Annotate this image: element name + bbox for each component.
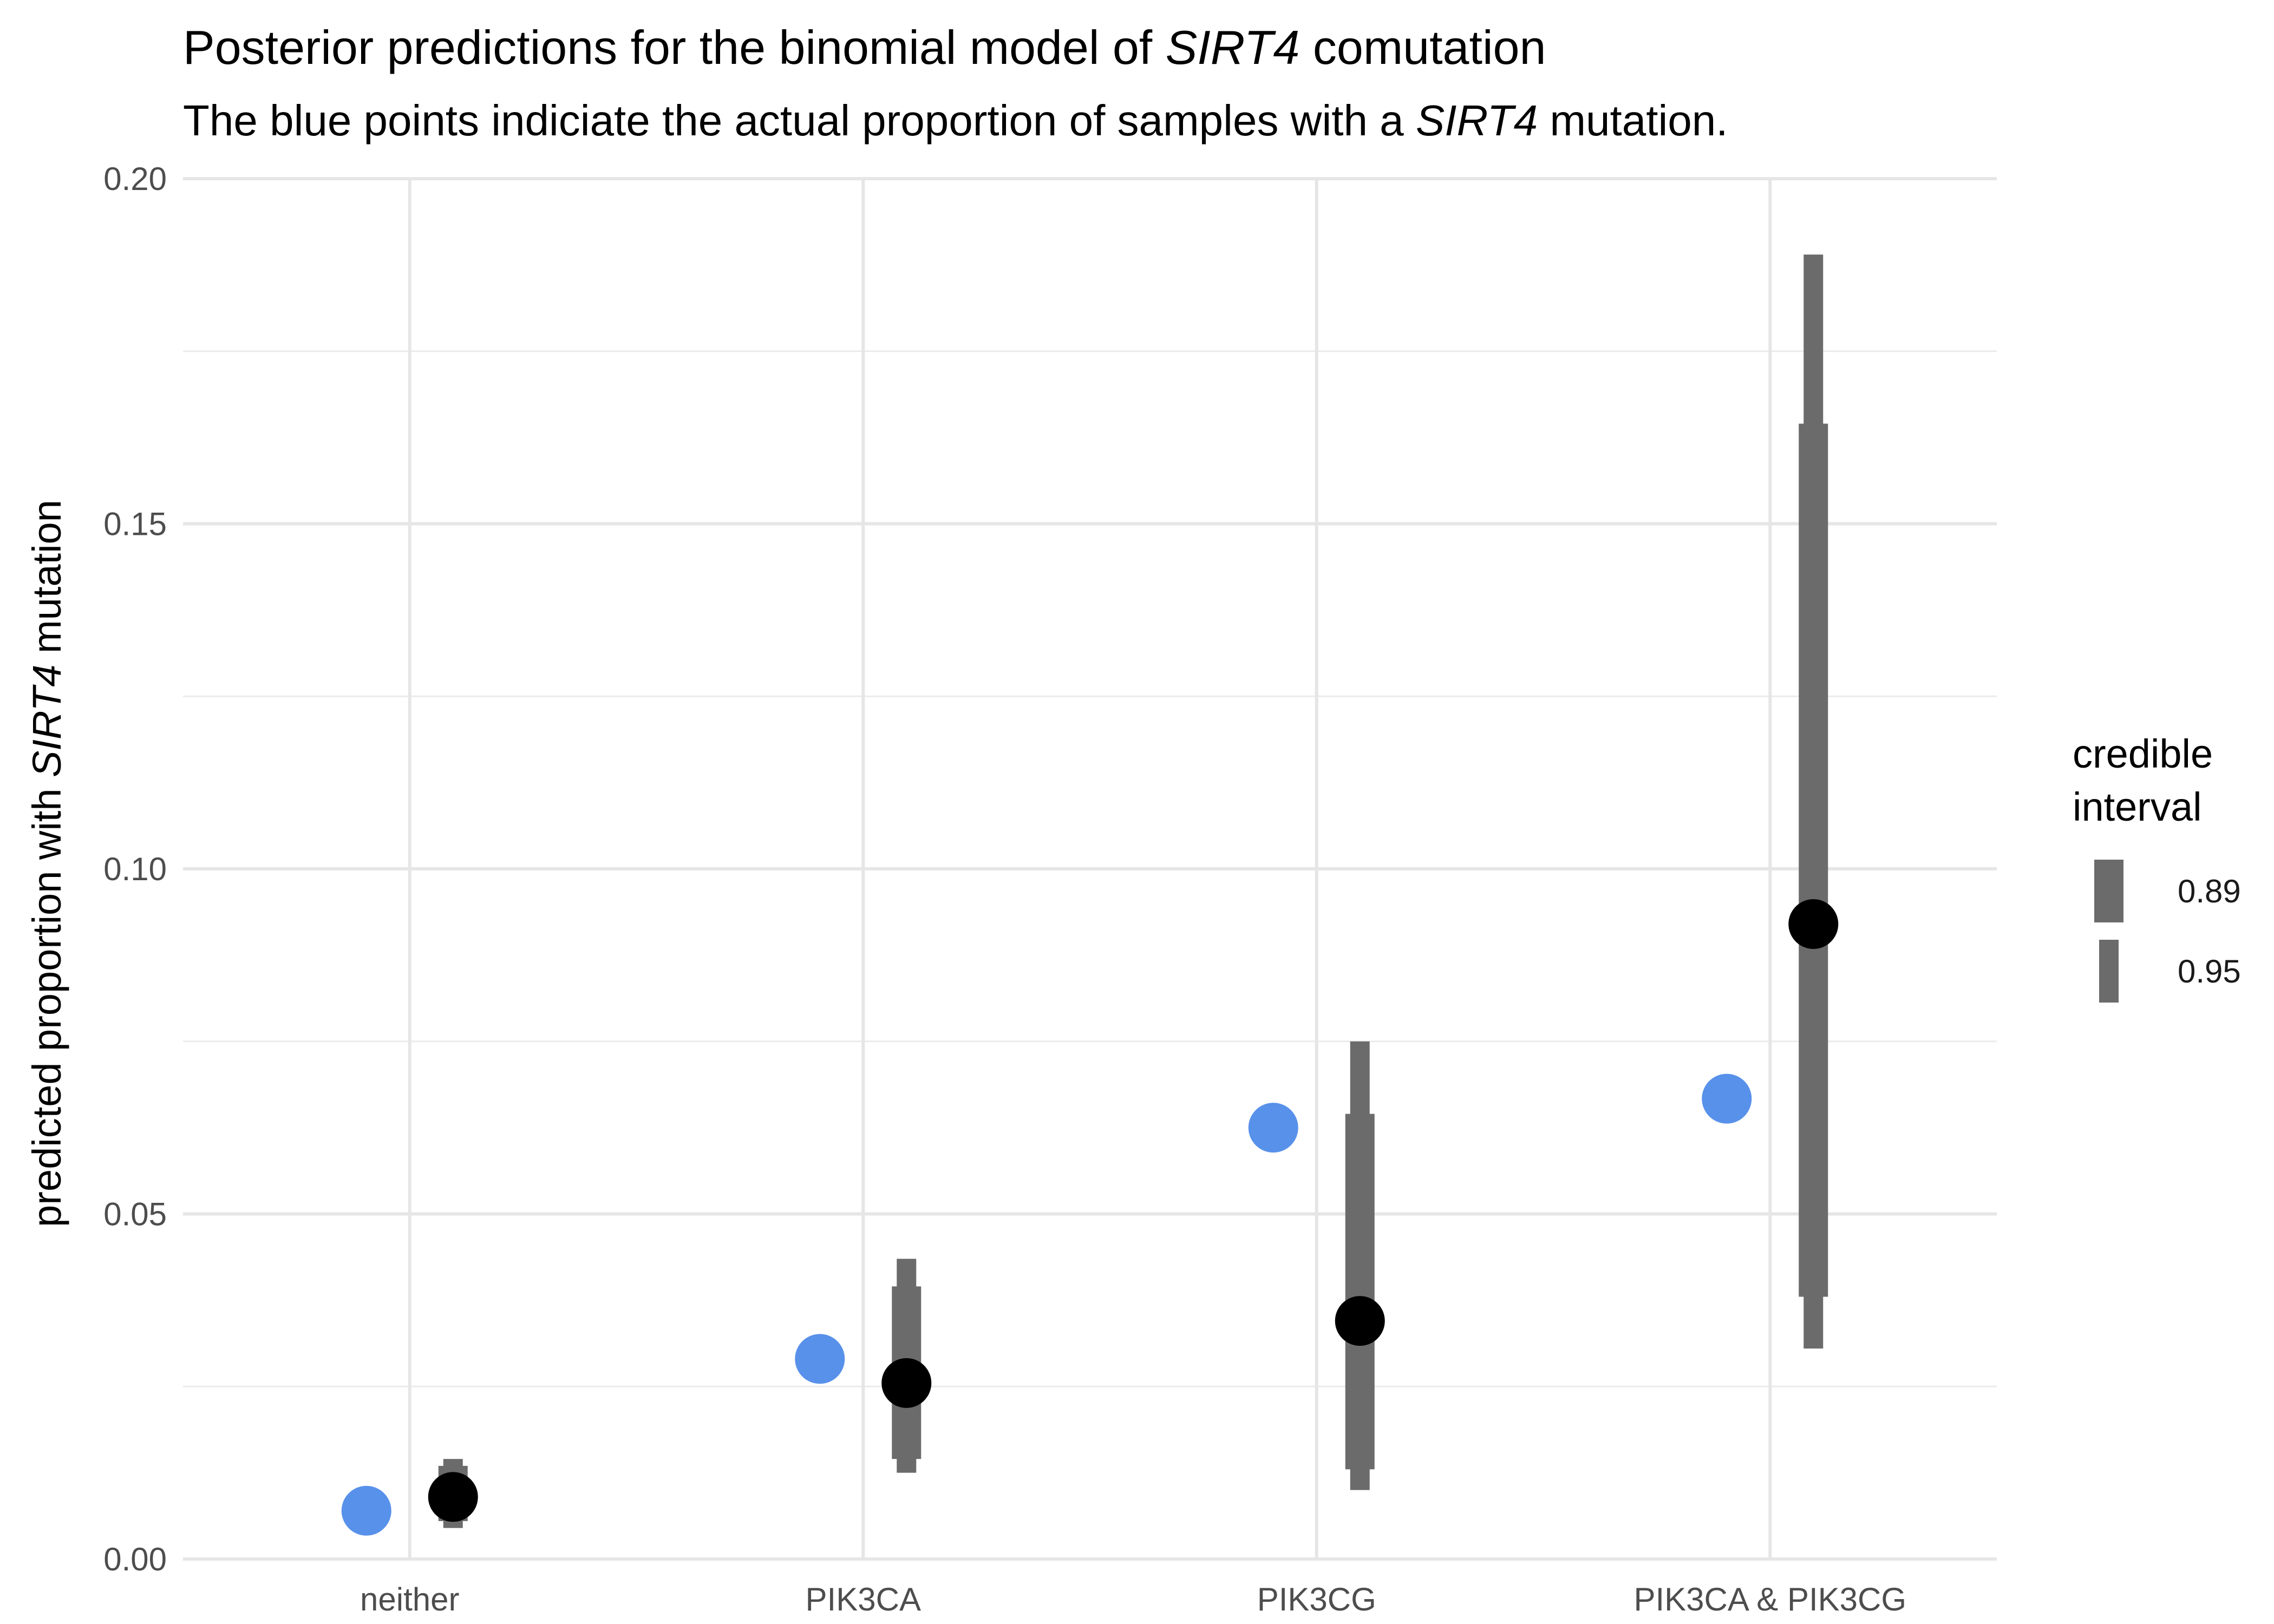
x-tick-label: PIK3CG <box>1257 1581 1376 1618</box>
observed-point <box>1702 1073 1752 1124</box>
legend: credible interval 0.89 0.95 <box>2073 731 2241 1003</box>
y-axis-tick-labels: 0.00 0.05 0.10 0.15 0.20 <box>103 161 167 1577</box>
legend-label-0-89: 0.89 <box>2178 873 2241 909</box>
observed-point <box>1248 1103 1298 1153</box>
predicted-point <box>428 1472 478 1522</box>
observed-points <box>341 1073 1752 1536</box>
x-tick-label: PIK3CA & PIK3CG <box>1633 1581 1906 1618</box>
legend-title-line-1: credible <box>2073 731 2213 776</box>
observed-point <box>341 1485 391 1536</box>
x-tick-label: PIK3CA <box>806 1581 921 1618</box>
y-tick-label: 0.10 <box>103 851 167 887</box>
predicted-points <box>428 899 1839 1522</box>
predicted-point <box>1335 1296 1385 1346</box>
plot-panel <box>183 177 1997 1561</box>
gridlines <box>183 177 1997 1561</box>
y-tick-label: 0.15 <box>103 506 167 542</box>
predicted-point <box>881 1358 932 1408</box>
legend-entries: 0.89 0.95 <box>2094 860 2241 1003</box>
predicted-point <box>1788 899 1839 949</box>
legend-title-line-2: interval <box>2073 784 2202 829</box>
y-axis-title: predicted proportion with SIRT4 mutation <box>24 500 69 1227</box>
x-tick-label: neither <box>360 1581 459 1618</box>
interval-89-bars <box>438 423 1828 1521</box>
observed-point <box>795 1334 845 1384</box>
y-tick-label: 0.20 <box>103 161 167 197</box>
x-axis-tick-labels: neither PIK3CA PIK3CG PIK3CA & PIK3CG <box>360 1581 1906 1618</box>
y-tick-label: 0.00 <box>103 1541 167 1577</box>
y-tick-label: 0.05 <box>103 1196 167 1233</box>
chart-title: Posterior predictions for the binomial m… <box>183 21 1546 74</box>
legend-label-0-95: 0.95 <box>2178 953 2241 990</box>
interval-95-bars <box>443 254 1824 1528</box>
chart-subtitle: The blue points indiciate the actual pro… <box>183 96 1728 145</box>
